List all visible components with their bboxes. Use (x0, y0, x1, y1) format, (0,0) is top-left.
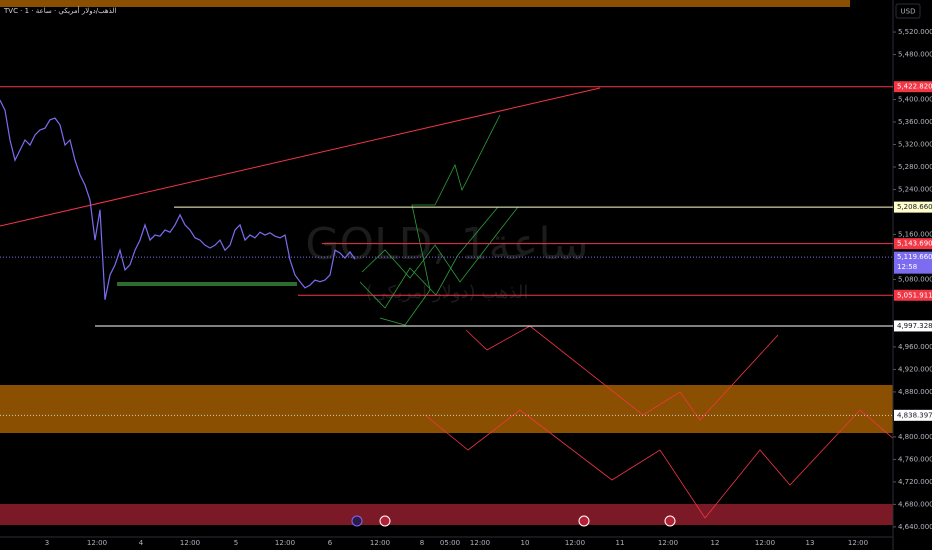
y-tick-label: 5,520.000 (898, 28, 932, 36)
price-label: 5,051.911 (897, 291, 932, 299)
event-icon[interactable] (351, 515, 363, 527)
y-tick-label: 5,360.000 (898, 118, 932, 126)
x-tick-label: 12:00 (87, 539, 107, 547)
x-tick-label: 4 (139, 539, 144, 547)
currency: USD (901, 8, 916, 16)
zone (0, 385, 893, 433)
y-tick-label: 5,320.000 (898, 141, 932, 149)
trendline (0, 87, 601, 227)
x-tick-label: 13 (806, 539, 815, 547)
event-icon[interactable] (664, 515, 676, 527)
x-tick-label: 12:00 (848, 539, 868, 547)
x-tick-label: 12 (711, 539, 720, 547)
x-tick-label: 12:00 (370, 539, 390, 547)
x-tick-label: 12:00 (565, 539, 585, 547)
y-tick-label: 4,760.000 (898, 455, 932, 463)
price-label-box (894, 201, 932, 213)
projection (424, 409, 896, 519)
price-label-box (894, 289, 932, 301)
price-line (0, 99, 356, 300)
x-tick-label: 12:00 (658, 539, 678, 547)
currency-box (895, 3, 921, 19)
watermark: GOLD, 1ساعة (305, 219, 588, 270)
y-tick-label: 5,080.000 (898, 275, 932, 283)
zone (0, 504, 893, 525)
x-tick-label: 12:00 (275, 539, 295, 547)
projection (359, 206, 499, 309)
price-label-box (894, 409, 932, 421)
event-icon[interactable] (379, 515, 391, 527)
projection (361, 206, 519, 283)
x-tick-label: 12:00 (755, 539, 775, 547)
zone-bar (117, 282, 297, 286)
y-tick-label: 5,280.000 (898, 163, 932, 171)
y-tick-label: 5,160.000 (898, 230, 932, 238)
y-tick-label: 4,640.000 (898, 523, 932, 531)
price-label: 5,143.690 (897, 240, 932, 248)
zone (0, 0, 850, 7)
projection (379, 114, 501, 326)
y-tick-label: 4,720.000 (898, 478, 932, 486)
y-tick-label: 4,680.000 (898, 500, 932, 508)
x-tick-label: 3 (45, 539, 49, 547)
price-label-box (894, 320, 932, 332)
x-tick-label: 6 (328, 539, 333, 547)
y-tick-label: 4,960.000 (898, 343, 932, 351)
price-label: 4,997.328 (897, 322, 932, 330)
watermark-subtitle: الذهب (دولار أمريكي) (366, 280, 529, 303)
y-tick-label: 4,800.000 (898, 433, 932, 441)
x-tick-label: 12:00 (180, 539, 200, 547)
price-label: 4,838.397 (897, 411, 932, 419)
event-icon[interactable] (578, 515, 590, 527)
y-tick-label: 4,920.000 (898, 365, 932, 373)
price-label: 5,119.660 (897, 253, 932, 261)
x-tick-label: 8 (420, 539, 424, 547)
y-tick-label: 4,880.000 (898, 388, 932, 396)
y-tick-label: 5,480.000 (898, 51, 932, 59)
x-tick-label: 12:00 (470, 539, 490, 547)
x-tick-label: 10 (521, 539, 530, 547)
x-tick-label: 11 (616, 539, 625, 547)
price-label: 5,422.820 (897, 83, 932, 91)
y-tick-label: 5,240.000 (898, 185, 932, 193)
countdown: 12:58 (897, 263, 917, 271)
header: TVC · الذهب/دولار أمريكي · ساعة · 1 (3, 6, 116, 15)
price-label-box (894, 238, 932, 250)
price-label-box (894, 251, 932, 274)
price-label-box (894, 81, 932, 93)
x-tick-label: 05:00 (440, 539, 460, 547)
x-tick-label: 5 (234, 539, 238, 547)
y-tick-label: 5,400.000 (898, 96, 932, 104)
price-label: 5,208.660 (897, 203, 932, 211)
